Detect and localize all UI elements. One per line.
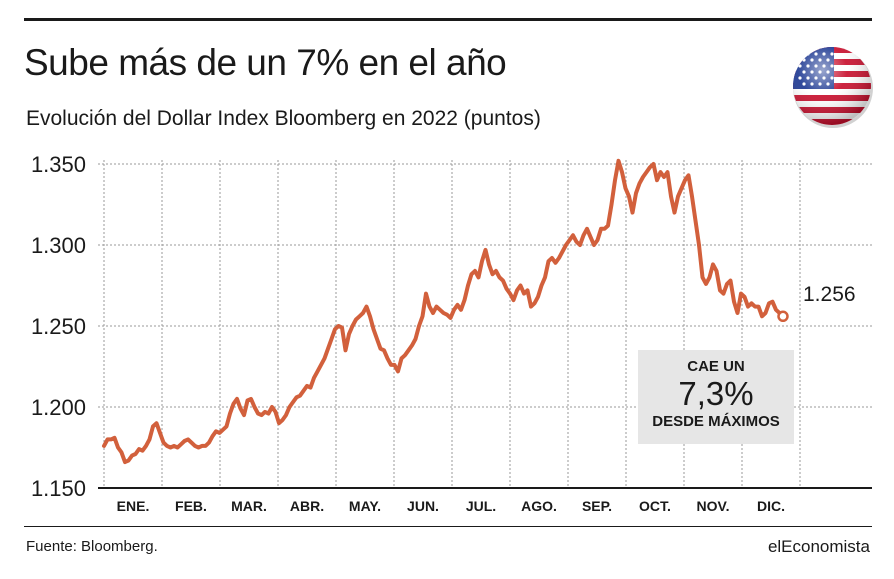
y-tick-label: 1.200 [31, 395, 86, 420]
chart-subtitle: Evolución del Dollar Index Bloomberg en … [26, 107, 541, 130]
x-tick-label: ENE. [117, 498, 150, 514]
source-note: Fuente: Bloomberg. [26, 538, 158, 555]
x-tick-label: MAY. [349, 498, 381, 514]
x-tick-label: DIC. [757, 498, 785, 514]
x-tick-label: JUL. [466, 498, 496, 514]
x-tick-label: FEB. [175, 498, 207, 514]
us-flag-icon [790, 44, 874, 128]
dollar-index-line [102, 158, 785, 465]
callout-line-3: DESDE MÁXIMOS [652, 413, 780, 430]
callout-percentage: 7,3% [678, 375, 754, 412]
y-tick-label: 1.300 [31, 233, 86, 258]
y-tick-label: 1.350 [31, 152, 86, 177]
x-tick-label: SEP. [582, 498, 612, 514]
bottom-rule [24, 526, 872, 527]
brand-logo-text: elEconomista [767, 537, 870, 556]
last-value-label: 1.256 [803, 283, 856, 306]
callout-line-1: CAE UN [687, 358, 745, 375]
y-tick-label: 1.150 [31, 476, 86, 501]
x-axis-ticks: ENE. FEB. MAR. ABR. MAY. JUN. JUL. AGO. SEP. OCT.… [117, 498, 785, 514]
x-tick-label: OCT. [639, 498, 671, 514]
last-value-marker [777, 310, 789, 323]
x-tick-label: JUN. [407, 498, 439, 514]
chart-title: Sube más de un 7% en el año [24, 42, 507, 83]
x-tick-label: AGO. [521, 498, 557, 514]
y-axis-ticks: 1.150 1.200 1.250 1.300 1.350 [31, 152, 86, 501]
decline-callout: CAE UN 7,3% DESDE MÁXIMOS [638, 350, 794, 444]
top-rule [24, 18, 872, 21]
x-tick-label: ABR. [290, 498, 324, 514]
x-tick-label: NOV. [697, 498, 730, 514]
y-tick-label: 1.250 [31, 314, 86, 339]
x-tick-label: MAR. [231, 498, 267, 514]
gridlines [98, 160, 872, 488]
